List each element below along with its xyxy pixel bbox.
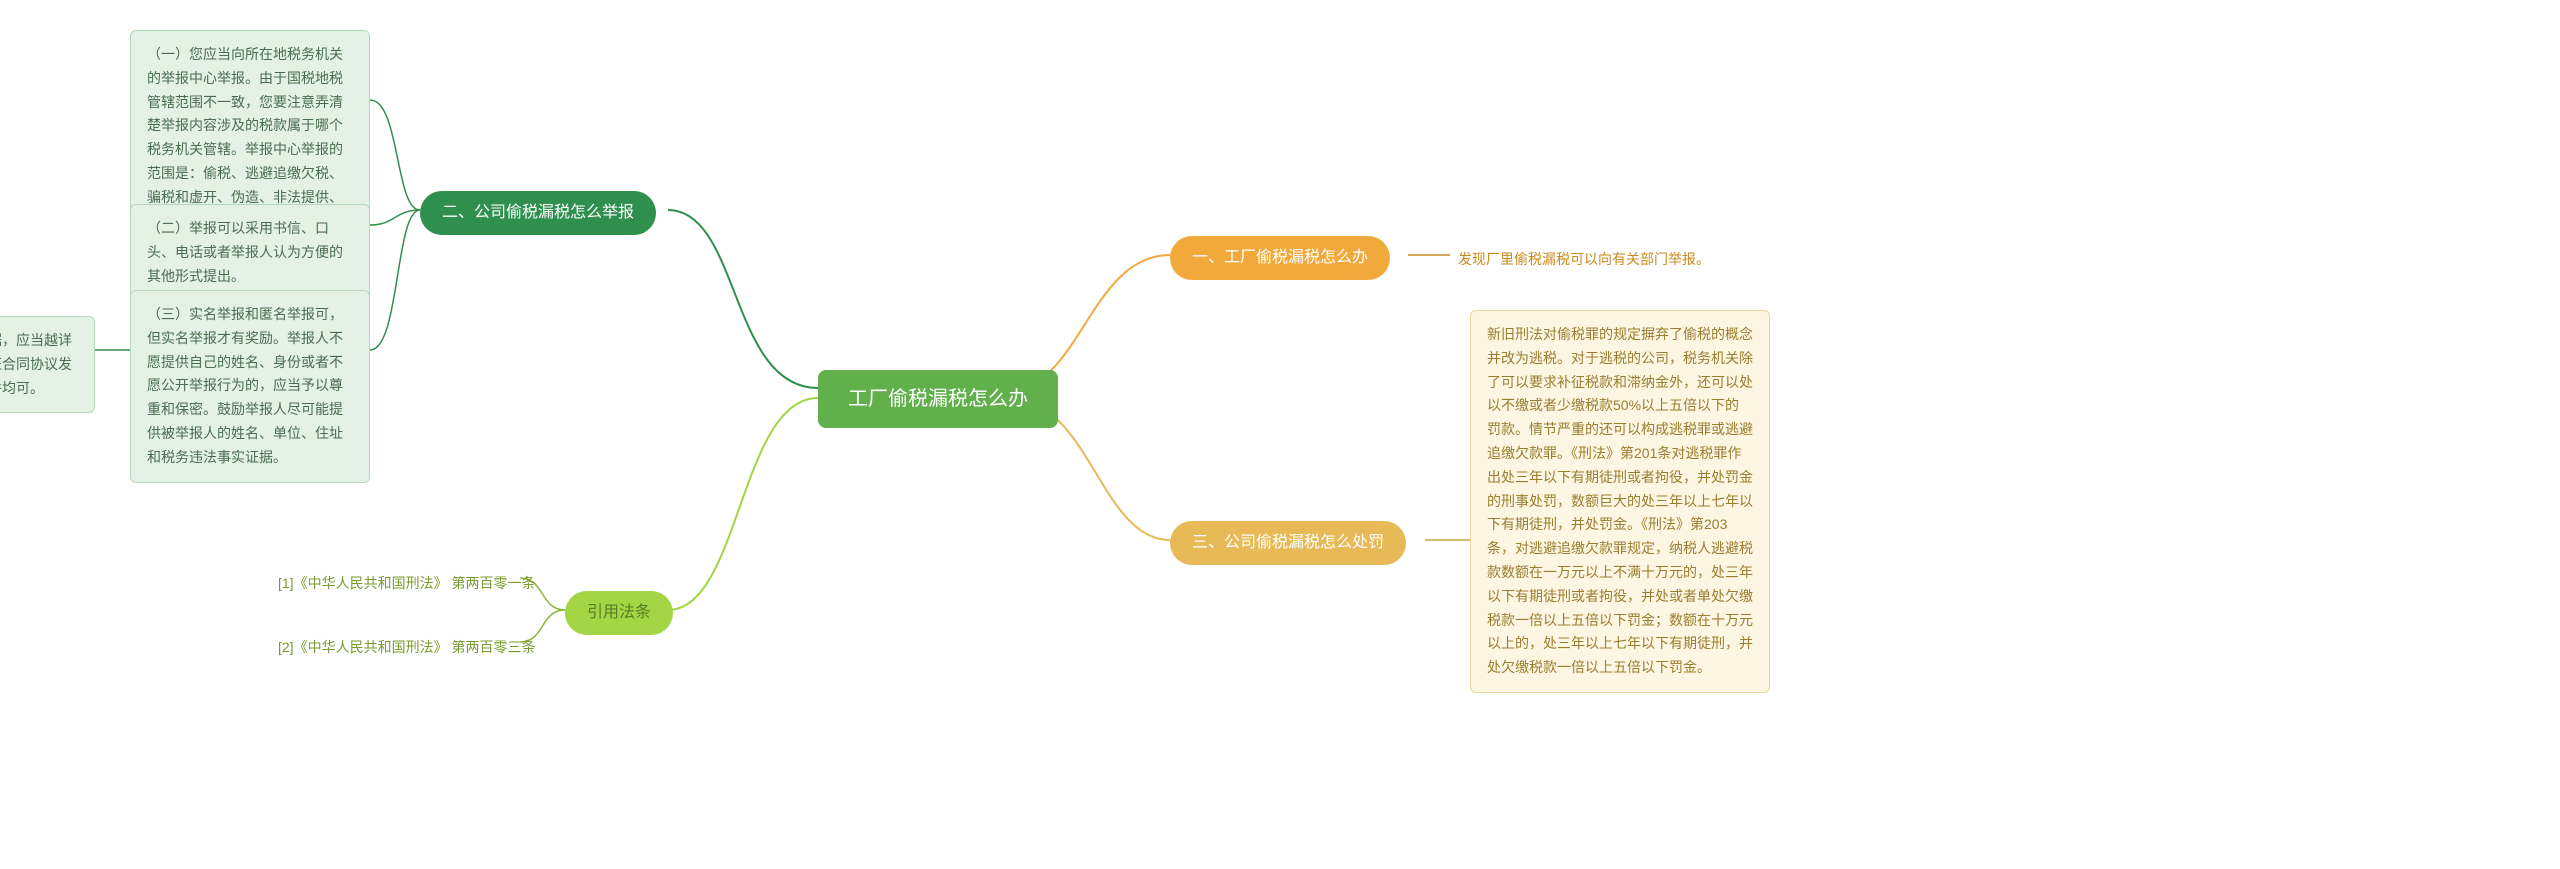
branch-4-leaf-2: [2]《中华人民共和国刑法》 第两百零三条	[270, 632, 543, 664]
branch-3-leaf: 新旧刑法对偷税罪的规定摒弃了偷税的概念并改为逃税。对于逃税的公司，税务机关除了可…	[1470, 310, 1770, 693]
branch-2-label: 二、公司偷税漏税怎么举报	[442, 201, 634, 225]
branch-2-leaf-2: （二）举报可以采用书信、口头、电话或者举报人认为方便的其他形式提出。	[130, 204, 370, 301]
branch-4[interactable]: 引用法条	[565, 591, 673, 635]
branch-3[interactable]: 三、公司偷税漏税怎么处罚	[1170, 521, 1406, 565]
root-node[interactable]: 工厂偷税漏税怎么办	[818, 370, 1058, 428]
branch-2[interactable]: 二、公司偷税漏税怎么举报	[420, 191, 656, 235]
branch-4-label: 引用法条	[587, 601, 651, 625]
root-label: 工厂偷税漏税怎么办	[848, 384, 1028, 414]
branch-1-leaf: 发现厂里偷税漏税可以向有关部门举报。	[1450, 244, 1718, 276]
branch-1[interactable]: 一、工厂偷税漏税怎么办	[1170, 236, 1390, 280]
branch-2-leaf-3: （三）实名举报和匿名举报可，但实名举报才有奖励。举报人不愿提供自己的姓名、身份或…	[130, 290, 370, 483]
branch-1-label: 一、工厂偷税漏税怎么办	[1192, 246, 1368, 270]
branch-2-leaf-3-extra: 涉税举报要提供的证据，应当越详细越好，包括账册凭证合同协议发票收据等，原件复印件…	[0, 316, 95, 413]
connector-layer	[0, 0, 2560, 869]
branch-3-label: 三、公司偷税漏税怎么处罚	[1192, 531, 1384, 555]
branch-4-leaf-1: [1]《中华人民共和国刑法》 第两百零一条	[270, 568, 543, 600]
